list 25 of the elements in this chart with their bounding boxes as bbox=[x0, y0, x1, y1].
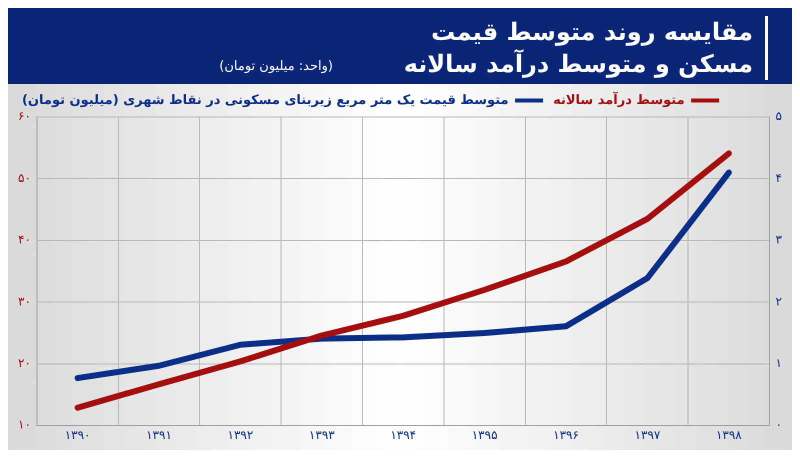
x-tick-label: ۱۳۹۴ bbox=[390, 428, 416, 442]
y-tick-label: ۴۰ bbox=[18, 232, 31, 247]
x-tick-label: ۱۳۹۳ bbox=[308, 428, 336, 442]
x-tick-label: ۱۳۹۸ bbox=[716, 428, 742, 442]
x-tick-label: ۱۳۹۱ bbox=[146, 428, 172, 442]
x-tick-label: ۱۳۹۰ bbox=[64, 428, 90, 442]
y2-tick-label: ۱ bbox=[776, 356, 782, 370]
y2-tick-label: ۲ bbox=[776, 294, 782, 308]
x-tick-label: ۱۳۹۷ bbox=[634, 428, 661, 442]
y-tick-label: ۲۰ bbox=[18, 356, 31, 370]
y2-tick-label: ۳ bbox=[776, 232, 783, 247]
legend-label: متوسط درآمد سالانه bbox=[553, 90, 685, 108]
y-tick-label: ۳۰ bbox=[18, 294, 31, 308]
chart-subtitle: (واحد: میلیون تومان) bbox=[219, 59, 333, 76]
y2-tick-label: ۵ bbox=[776, 109, 782, 124]
x-tick-label: ۱۳۹۶ bbox=[553, 428, 579, 442]
chart-title: مقایسه روند متوسط قیمت مسکن و متوسط درآمد سالانه bbox=[353, 16, 768, 80]
y-tick-label: ۶۰ bbox=[18, 109, 31, 124]
y-tick-label: ۱۰ bbox=[18, 418, 31, 432]
y2-tick-label: ۴ bbox=[776, 170, 782, 185]
legend-label: متوسط قیمت یک متر مربع زیربنای مسکونی در نقاط شهری (میلیون تومان) bbox=[22, 92, 509, 108]
y-tick-label: ۵۰ bbox=[18, 170, 31, 185]
y2-tick-label: ۰ bbox=[776, 418, 782, 432]
x-tick-label: ۱۳۹۲ bbox=[228, 428, 254, 442]
x-tick-label: ۱۳۹۵ bbox=[472, 428, 498, 442]
